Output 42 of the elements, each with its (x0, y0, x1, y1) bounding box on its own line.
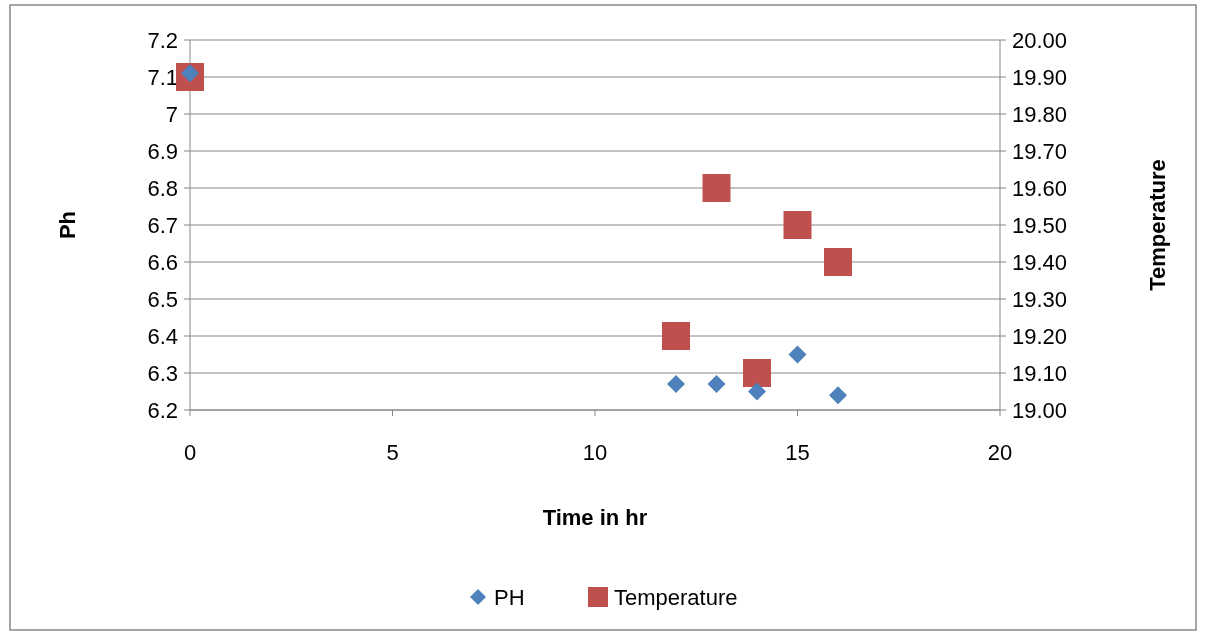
y-tick-label: 6.2 (147, 397, 178, 423)
y2-tick-label: 19.60 (1012, 175, 1068, 201)
y-tick-label: 6.6 (147, 249, 178, 275)
y-tick-label: 6.5 (147, 286, 178, 312)
y-tick-label: 7.1 (147, 64, 178, 90)
y-tick-label: 6.3 (147, 360, 178, 386)
point (707, 375, 726, 394)
y2-tick-label: 19.00 (1012, 397, 1068, 423)
y-axis-title: Ph (55, 210, 80, 240)
y-tick-label: 7 (165, 101, 178, 127)
legend-label: PH (494, 584, 525, 610)
x-tick-label: 5 (386, 440, 399, 465)
y-tick-label: 6.4 (147, 323, 178, 349)
legend-label: Temperature (614, 584, 738, 610)
point (667, 375, 685, 394)
point (824, 248, 852, 276)
x-tick-label: 15 (785, 440, 810, 465)
point (788, 345, 807, 364)
point (702, 174, 731, 202)
y2-tick-label: 19.70 (1012, 138, 1068, 164)
y-tick-label: 6.7 (147, 212, 178, 238)
y2-tick-label: 19.90 (1012, 64, 1068, 90)
point (743, 359, 771, 387)
point (783, 211, 812, 239)
y2-tick-label: 20.00 (1012, 27, 1068, 53)
point (748, 382, 766, 401)
x-tick-label: 10 (582, 440, 608, 465)
y2-tick-label: 19.20 (1012, 323, 1068, 349)
point (829, 386, 847, 405)
point (662, 322, 690, 350)
y2-tick-label: 19.50 (1012, 212, 1068, 238)
y2-tick-label: 19.10 (1012, 360, 1068, 386)
x-tick-label: 20 (987, 440, 1013, 465)
y2-tick-label: 19.30 (1012, 286, 1068, 312)
y2-tick-label: 19.40 (1012, 249, 1068, 275)
y2-axis-title: Temperature (1145, 159, 1170, 291)
y2-tick-label: 19.80 (1012, 101, 1068, 127)
y-tick-label: 7.2 (147, 27, 178, 53)
y-tick-label: 6.9 (147, 138, 178, 164)
x-tick-label: 0 (183, 440, 197, 465)
y-tick-label: 6.8 (147, 175, 178, 201)
x-axis-title: Time in hr (542, 505, 648, 530)
